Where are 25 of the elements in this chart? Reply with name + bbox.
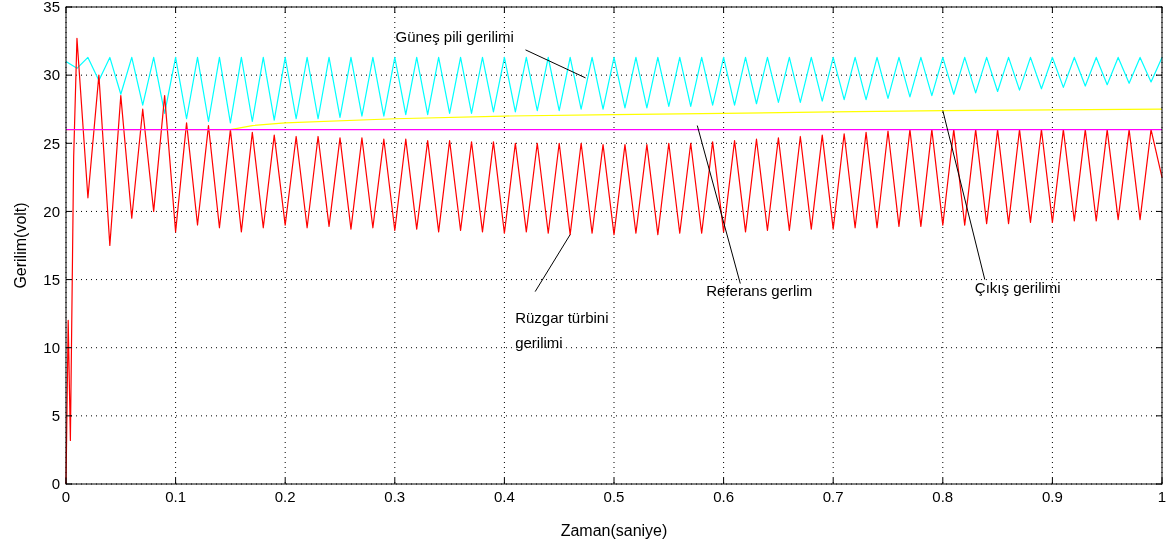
x-tick-label: 0.4 <box>493 488 515 505</box>
line-series <box>65 56 1163 124</box>
y-axis-title: Gerilim(volt) <box>12 202 29 289</box>
annotation: Çıkış gerilimi <box>974 278 1061 296</box>
x-tick-label: 0.2 <box>274 488 296 505</box>
y-tick-label: 25 <box>43 134 60 152</box>
x-tick-label: 0.9 <box>1041 488 1063 505</box>
y-tick-label: 0 <box>51 475 60 493</box>
y-tick-label: 20 <box>43 202 60 220</box>
x-tick-label: 0.5 <box>603 488 625 505</box>
annotation: Güneş pili gerilimi <box>395 27 514 45</box>
x-tick-label: 0.3 <box>384 488 406 505</box>
x-tick-label: 0.6 <box>713 488 735 505</box>
y-tick-label: 35 <box>43 0 60 16</box>
y-tick-label: 30 <box>43 66 60 84</box>
y-tick-label: 5 <box>51 407 60 425</box>
x-tick-label: 1 <box>1157 488 1167 505</box>
x-tick-label: 0.7 <box>822 488 844 505</box>
y-tick-label: 10 <box>43 338 60 356</box>
annotation: Referans gerlim <box>706 281 813 299</box>
y-tick-label: 15 <box>43 270 60 288</box>
x-tick-label: 0.8 <box>932 488 954 505</box>
annotation: Rüzgar türbini gerilimi <box>515 308 609 351</box>
x-axis-title: Zaman(saniye) <box>560 522 668 539</box>
x-tick-label: 0.1 <box>165 488 187 505</box>
